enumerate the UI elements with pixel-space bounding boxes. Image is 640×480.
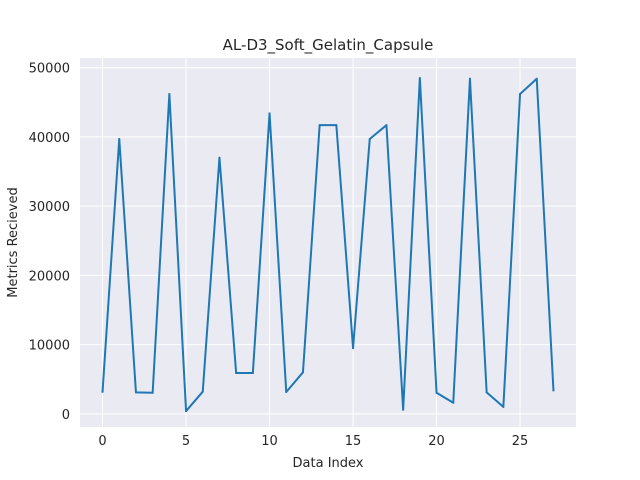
y-tick-label: 50000 [29,62,70,77]
x-tick-label: 25 [512,434,529,449]
x-tick-label: 5 [182,434,190,449]
data-point [151,391,154,394]
data-point [435,391,438,394]
y-tick-label: 0 [62,408,70,423]
data-point [519,93,522,95]
data-point [385,124,388,127]
y-tick-labels: 0 10000 20000 30000 40000 50000 [29,62,70,423]
data-point [118,138,121,140]
plot-background [80,58,576,427]
x-tick-label: 15 [345,434,362,449]
data-point [201,390,204,393]
data-point [468,77,471,80]
data-point [301,371,304,374]
chart-title: AL-D3_Soft_Gelatin_Capsule [223,36,434,55]
series-layer [101,77,555,413]
data-point [185,410,188,413]
data-point [251,372,254,374]
x-tick-label: 20 [428,434,445,449]
series-line [101,77,555,413]
y-tick-label: 10000 [29,339,70,354]
data-point [235,372,238,374]
x-axis-label: Data Index [293,456,364,471]
data-point [368,138,371,140]
y-axis-label: Metrics Recieved [6,187,21,297]
x-tick-label: 0 [98,434,106,449]
y-tick-label: 40000 [29,131,70,146]
data-point [101,390,104,393]
x-tick-labels: 0 5 10 15 20 25 [98,434,528,449]
data-point [485,391,488,394]
data-point [452,401,455,404]
data-point [218,156,221,159]
data-point [318,124,321,127]
data-point [402,408,405,411]
data-point [268,112,271,115]
data-point [502,405,505,408]
y-tick-label: 30000 [29,200,70,215]
data-point [134,391,137,394]
data-point [552,389,555,392]
data-point [335,124,338,127]
data-point [168,93,171,95]
data-point [535,77,538,80]
y-tick-label: 20000 [29,269,70,284]
data-point [285,391,288,394]
data-point [352,347,355,350]
x-tick-label: 10 [261,434,278,449]
data-point [418,77,421,80]
